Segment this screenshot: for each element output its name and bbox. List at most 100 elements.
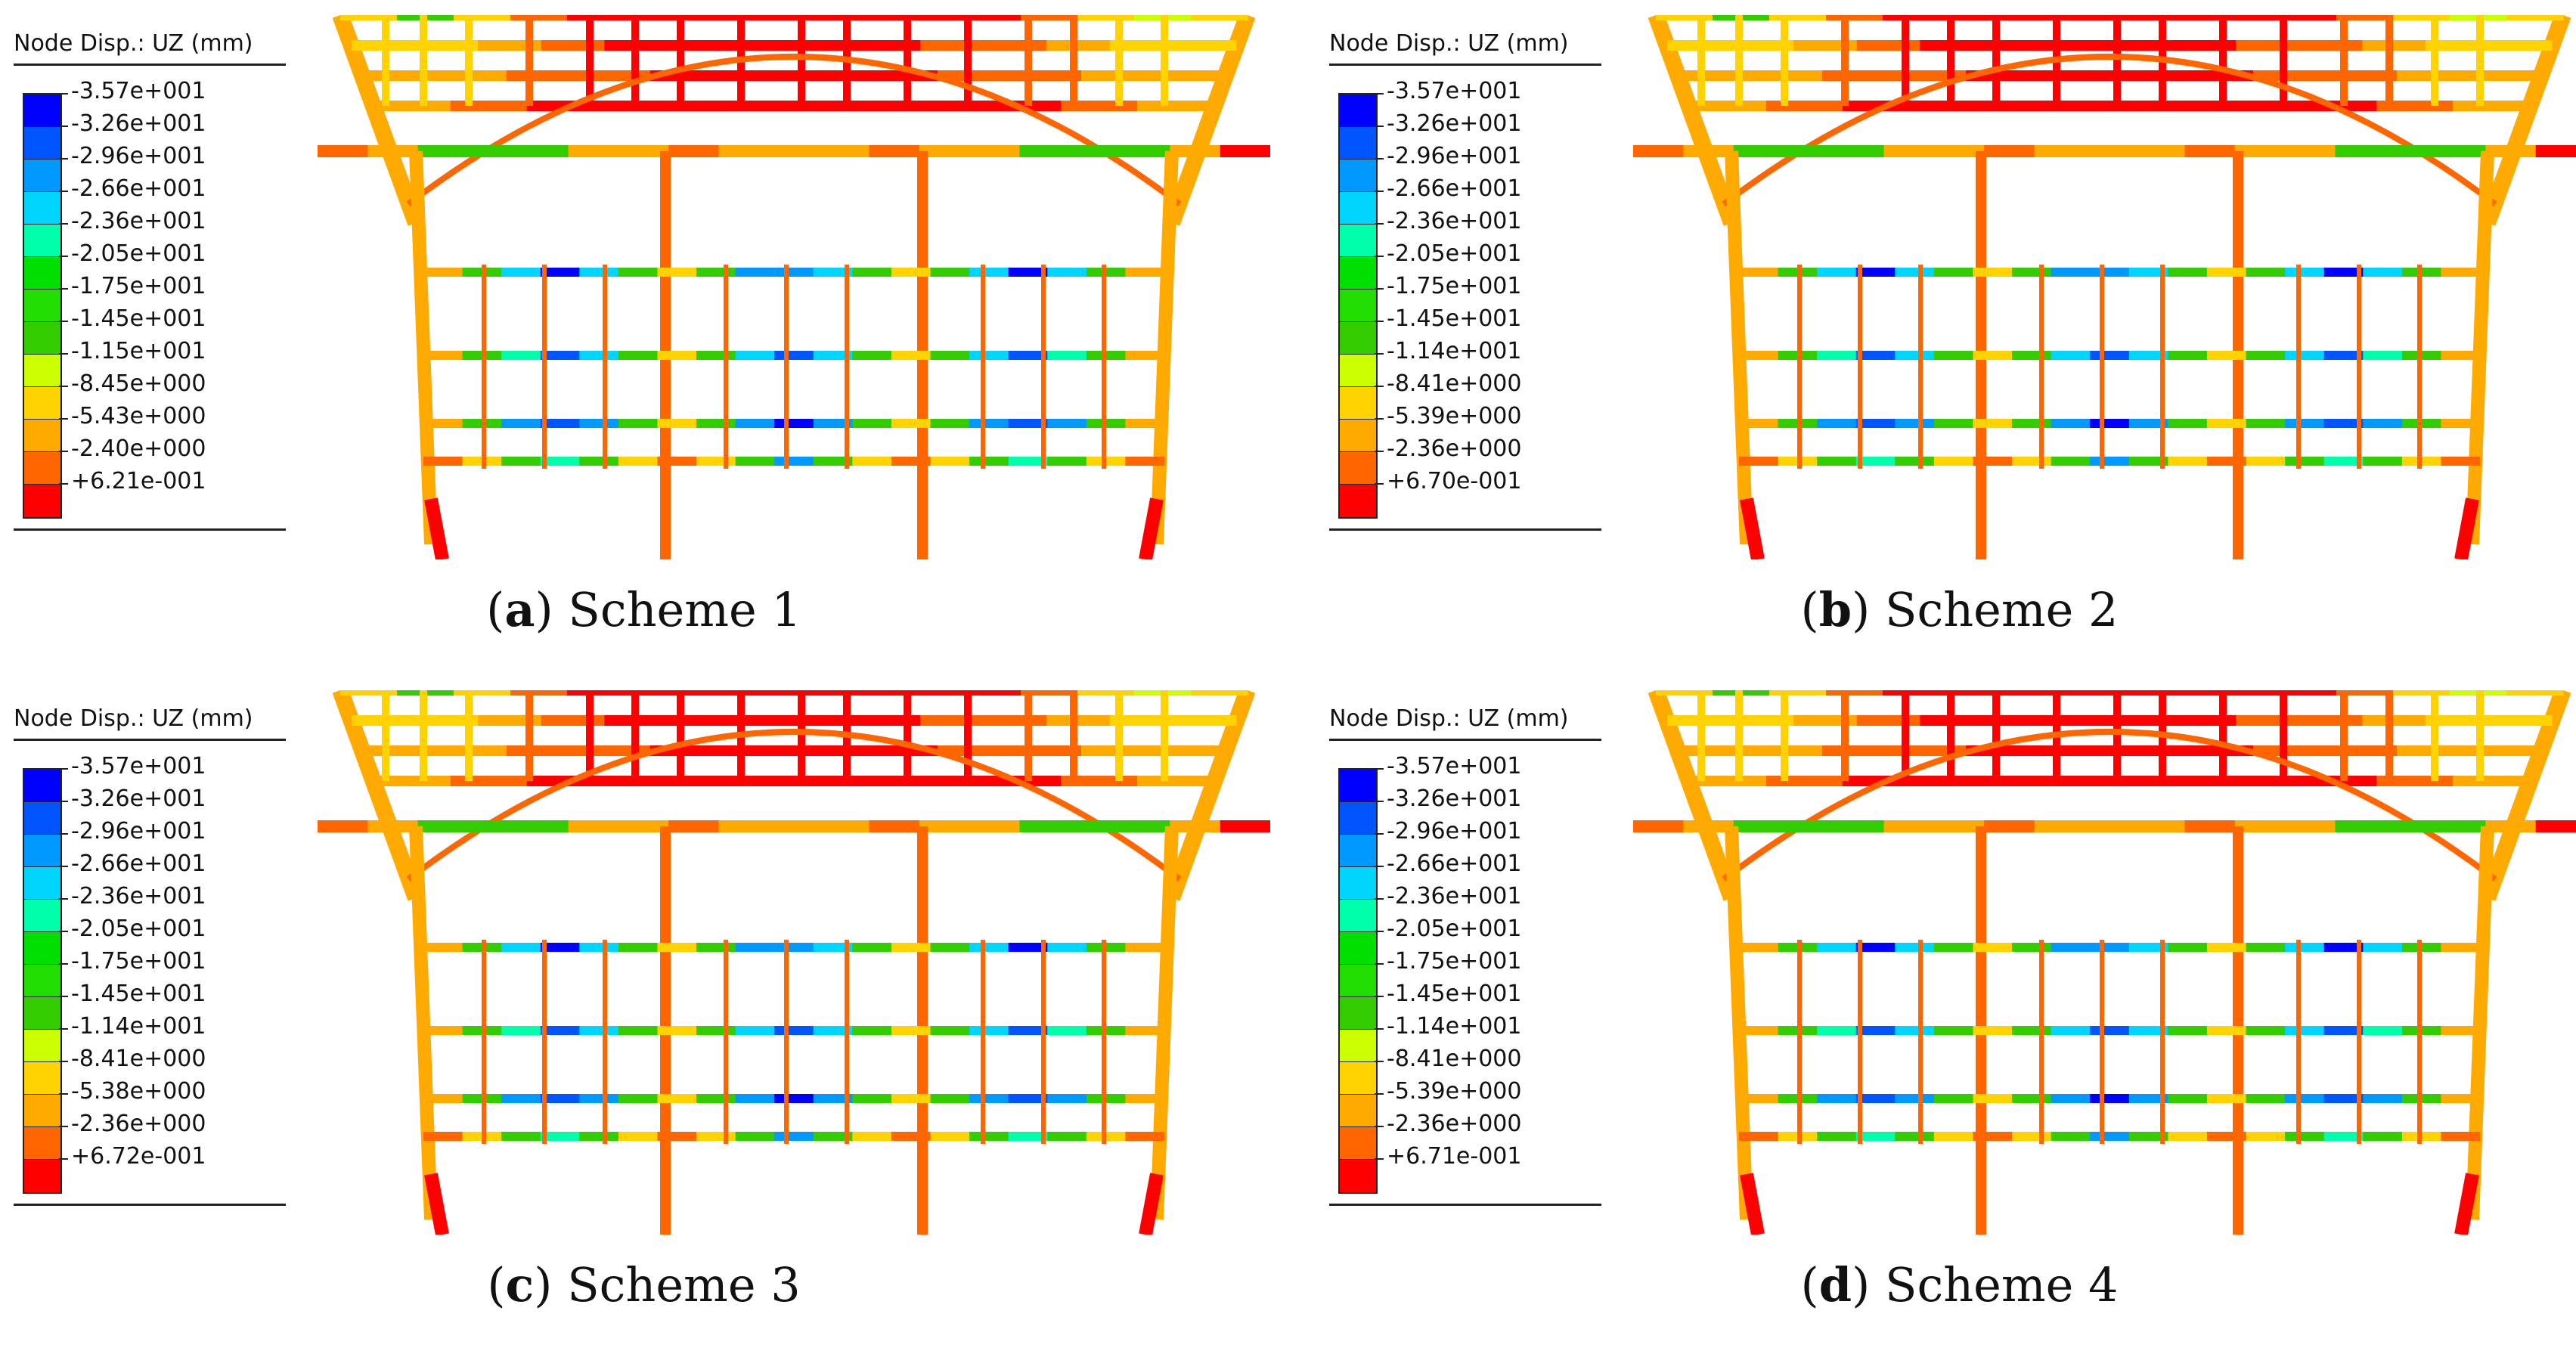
legend-tick	[59, 996, 68, 997]
legend-tick	[59, 353, 68, 355]
legend-tick	[59, 1061, 68, 1062]
color-swatch	[1340, 322, 1376, 355]
legend-label: -2.66e+001	[1387, 851, 1522, 877]
color-swatch	[1340, 485, 1376, 517]
outer-column	[1150, 826, 1179, 1220]
color-swatch	[24, 95, 60, 127]
color-swatch	[1340, 900, 1376, 932]
color-scale	[1338, 768, 1378, 1194]
color-swatch	[24, 1160, 60, 1192]
arch	[1722, 54, 2497, 207]
frame-displacement-plot	[1633, 15, 2576, 559]
arch	[406, 54, 1182, 207]
color-swatch	[24, 1062, 60, 1095]
caption-text: Scheme 3	[567, 1257, 801, 1312]
legend-tick	[1375, 93, 1384, 95]
legend-tick	[59, 125, 68, 127]
color-swatch	[1340, 1030, 1376, 1062]
color-swatch	[1340, 355, 1376, 387]
legend-label: -1.14e+001	[1387, 1013, 1522, 1040]
legend-tick	[59, 1028, 68, 1030]
color-swatch	[24, 802, 60, 835]
outer-column	[2466, 150, 2494, 545]
legend-tick	[59, 288, 68, 290]
legend-tick	[1375, 158, 1384, 160]
legend-label: -1.14e+001	[71, 1013, 206, 1040]
caption: (d) Scheme 4	[1800, 1257, 2119, 1312]
legend-label: -2.96e+001	[71, 143, 206, 169]
legend-label: -1.75e+001	[71, 948, 206, 975]
legend-label: -3.57e+001	[1387, 753, 1522, 779]
caption-letter: a	[504, 582, 535, 637]
legend-label: +6.21e-001	[71, 468, 206, 494]
legend-tick	[1375, 256, 1384, 257]
legend-title: Node Disp.: UZ (mm)	[14, 705, 253, 732]
color-swatch	[1340, 802, 1376, 835]
color-swatch	[1340, 95, 1376, 127]
legend-body: -3.57e+001 -3.26e+001 -2.96e+001 -2.66e+001…	[14, 78, 293, 531]
color-swatch	[24, 290, 60, 322]
panel-scheme-3: Node Disp.: UZ (mm) -3.57e+001 -3.26e+001…	[0, 675, 1288, 1350]
legend-tick	[59, 898, 68, 900]
legend-tick	[1375, 963, 1384, 965]
legend-label: -3.57e+001	[71, 78, 206, 104]
legend-tick	[59, 866, 68, 867]
column-base	[424, 497, 449, 559]
color-swatch	[24, 1095, 60, 1127]
legend-tick	[1375, 418, 1384, 420]
legend-tick	[59, 418, 68, 420]
column-base	[1740, 1173, 1765, 1235]
legend-label: -2.05e+001	[71, 240, 206, 267]
legend-label: -3.26e+001	[1387, 110, 1522, 137]
column-base	[1139, 1173, 1164, 1235]
color-swatch	[1340, 452, 1376, 485]
legend-tick	[59, 833, 68, 835]
outer-column	[1725, 150, 1753, 545]
frame-displacement-plot	[1633, 690, 2576, 1235]
legend-label: -3.26e+001	[71, 110, 206, 137]
arch	[406, 729, 1182, 882]
color-swatch	[24, 770, 60, 802]
legend-tick	[59, 801, 68, 802]
legend-divider	[14, 739, 286, 741]
legend-tick	[59, 1093, 68, 1095]
caption-text: Scheme 4	[1885, 1257, 2119, 1312]
legend: Node Disp.: UZ (mm) -3.57e+001 -3.26e+001…	[1329, 705, 1609, 1207]
legend-tick	[59, 1126, 68, 1127]
color-swatch	[24, 322, 60, 355]
legend-label: +6.71e-001	[1387, 1143, 1522, 1170]
column-base	[2454, 1173, 2479, 1235]
legend-label: -2.66e+001	[1387, 175, 1522, 202]
panel-scheme-1: Node Disp.: UZ (mm) -3.57e+001 -3.26e+001…	[0, 0, 1288, 675]
legend-body: -3.57e+001 -3.26e+001 -2.96e+001 -2.66e+001…	[1329, 78, 1609, 531]
color-swatch	[24, 420, 60, 452]
color-swatch	[1340, 932, 1376, 965]
legend-body: -3.57e+001 -3.26e+001 -2.96e+001 -2.66e+001…	[1329, 753, 1609, 1207]
legend-label: -2.96e+001	[71, 818, 206, 844]
legend-label: -5.43e+000	[71, 403, 206, 429]
legend-tick	[1375, 191, 1384, 192]
legend-tick	[1375, 483, 1384, 485]
legend-tick	[1375, 866, 1384, 867]
legend-body: -3.57e+001 -3.26e+001 -2.96e+001 -2.66e+001…	[14, 753, 293, 1207]
legend-label: -5.39e+000	[1387, 1078, 1522, 1105]
legend-tick	[1375, 1061, 1384, 1062]
legend-tick	[59, 93, 68, 95]
color-scale	[23, 93, 62, 519]
legend-label: -8.45e+000	[71, 370, 206, 397]
outer-column	[2466, 826, 2494, 1220]
legend-tick	[1375, 386, 1384, 387]
legend-label: +6.72e-001	[71, 1143, 206, 1170]
color-swatch	[1340, 835, 1376, 867]
color-swatch	[1340, 1095, 1376, 1127]
color-swatch	[24, 932, 60, 965]
legend-divider-bottom	[1329, 528, 1601, 531]
legend-label: -1.75e+001	[71, 273, 206, 299]
color-swatch	[24, 127, 60, 160]
legend-label: -1.45e+001	[71, 981, 206, 1007]
legend-tick	[1375, 833, 1384, 835]
legend-label: -2.36e+001	[1387, 208, 1522, 234]
caption-letter: d	[1818, 1257, 1852, 1312]
frame-displacement-plot	[318, 690, 1270, 1235]
legend-tick	[59, 158, 68, 160]
